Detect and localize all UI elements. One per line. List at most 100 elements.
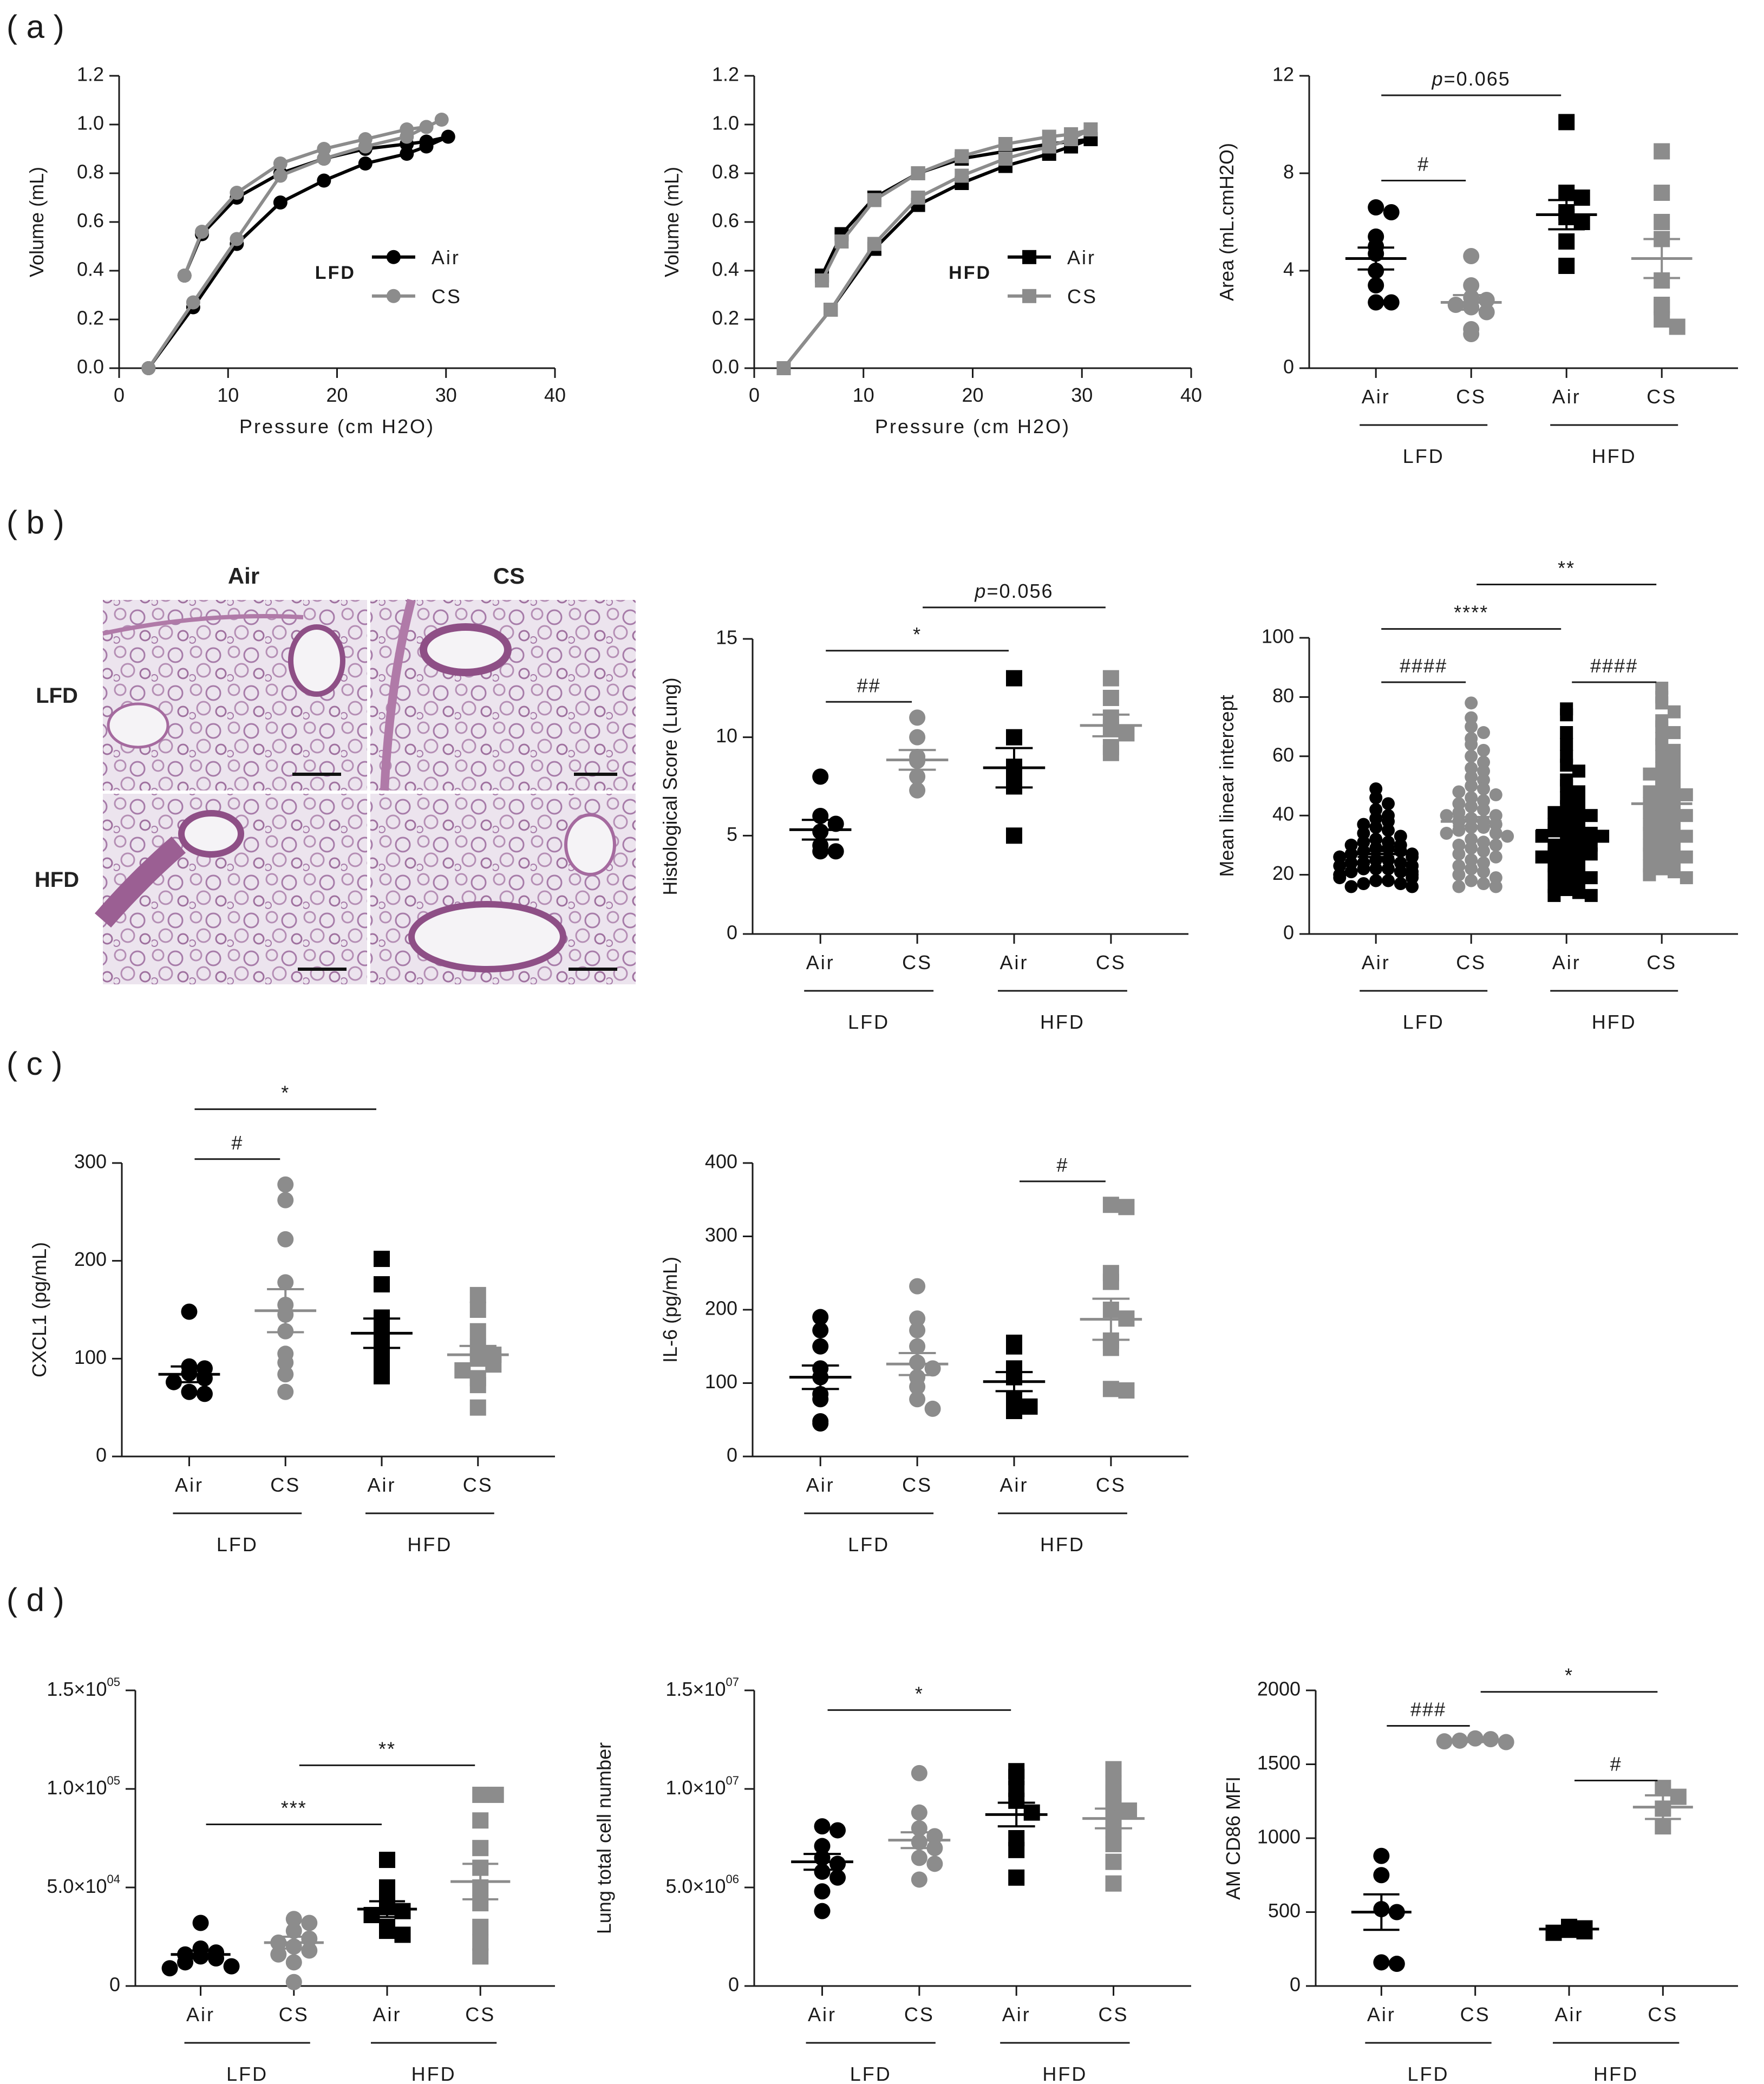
x-tick-label: CS xyxy=(904,2003,935,2026)
y-axis-title: IL-6 (pg/mL) xyxy=(659,1257,681,1363)
y-tick-label: 300 xyxy=(74,1151,107,1173)
data-point xyxy=(1368,294,1384,311)
data-point xyxy=(1369,821,1383,834)
data-point xyxy=(814,1818,831,1835)
data-point xyxy=(223,1958,240,1975)
data-point xyxy=(196,1370,213,1387)
data-point-cs xyxy=(434,113,449,127)
data-point xyxy=(472,1840,489,1857)
data-point xyxy=(1394,844,1407,858)
significance-label: # xyxy=(1056,1154,1068,1176)
y-tick-label: 100 xyxy=(705,1370,737,1393)
y-axis-title: Volume (mL) xyxy=(661,167,683,277)
data-point xyxy=(1655,761,1669,775)
y-tick-label: 0.8 xyxy=(77,161,104,183)
data-point-air xyxy=(441,129,455,144)
data-point xyxy=(1560,726,1573,740)
data-point xyxy=(469,1323,486,1340)
data-point-air xyxy=(317,173,331,188)
significance-label: * xyxy=(281,1082,290,1104)
significance-label: p=0.056 xyxy=(974,580,1053,602)
data-point xyxy=(1465,737,1478,751)
data-point xyxy=(374,1368,390,1384)
legend-label: Air xyxy=(1067,246,1096,269)
significance-label: ## xyxy=(857,674,881,696)
data-point xyxy=(1463,277,1480,293)
x-tick-label: 40 xyxy=(544,384,566,406)
data-point xyxy=(1465,761,1478,775)
panel-label-b: ( b ) xyxy=(6,504,64,540)
data-point xyxy=(1357,877,1370,891)
significance-label: # xyxy=(1610,1753,1622,1775)
legend-label: CS xyxy=(1067,285,1097,308)
data-point xyxy=(1344,880,1358,893)
data-point xyxy=(1357,818,1370,831)
data-point xyxy=(1388,1956,1405,1972)
data-point xyxy=(1465,874,1478,887)
data-point-cs xyxy=(177,269,192,283)
data-point-cs xyxy=(776,361,791,375)
group-label: HFD xyxy=(1040,1011,1085,1033)
data-point xyxy=(1654,214,1670,230)
data-point xyxy=(1477,755,1490,769)
data-point xyxy=(1560,841,1573,855)
data-point xyxy=(1680,871,1693,885)
data-point xyxy=(909,1278,926,1295)
group-label: LFD xyxy=(1407,2063,1449,2084)
data-point-cs xyxy=(1042,129,1056,144)
x-tick-label: Air xyxy=(175,1474,204,1496)
data-point xyxy=(1477,865,1490,879)
data-point-cs xyxy=(998,137,1013,151)
histology-col-label-cs: CS xyxy=(493,563,525,589)
data-point xyxy=(829,1822,846,1839)
data-point xyxy=(1655,1818,1671,1835)
significance-label: *** xyxy=(281,1797,307,1819)
data-point xyxy=(1643,847,1656,861)
group-label: LFD xyxy=(848,1533,890,1556)
x-tick-label: CS xyxy=(1096,1474,1126,1496)
data-point xyxy=(1596,829,1610,843)
data-point xyxy=(1406,850,1419,864)
data-point xyxy=(1643,785,1656,799)
y-tick-label: 15 xyxy=(716,626,737,649)
data-point xyxy=(1465,749,1478,763)
data-point xyxy=(1558,185,1575,201)
data-point xyxy=(1655,779,1669,793)
legend-label: Air xyxy=(432,246,460,269)
x-tick-label: CS xyxy=(1648,2003,1678,2026)
y-tick-label: 0 xyxy=(1290,1974,1301,1996)
y-tick-label: 1.0×1007 xyxy=(665,1774,739,1799)
data-point xyxy=(1465,862,1478,876)
data-point xyxy=(1477,773,1490,787)
x-tick-label: Air xyxy=(1367,2003,1396,2026)
data-point-cs xyxy=(273,168,288,183)
data-point xyxy=(911,1850,927,1866)
data-point xyxy=(1477,743,1490,757)
group-label: LFD xyxy=(226,2063,268,2084)
data-point xyxy=(1572,886,1585,899)
data-point xyxy=(1477,765,1490,778)
data-point xyxy=(829,1869,846,1886)
legend-title: LFD xyxy=(315,263,356,283)
data-point xyxy=(270,1946,287,1963)
data-point xyxy=(1643,827,1656,840)
data-point-cs xyxy=(419,120,434,134)
data-point xyxy=(812,843,829,860)
data-point xyxy=(469,1302,486,1318)
data-point xyxy=(1452,880,1466,893)
y-tick-label: 8 xyxy=(1283,161,1294,183)
x-tick-label: 10 xyxy=(217,384,239,406)
data-point xyxy=(1655,862,1669,876)
data-point xyxy=(1452,785,1466,799)
data-point xyxy=(1477,782,1490,795)
data-point xyxy=(909,782,926,799)
y-tick-label: 0.0 xyxy=(77,356,104,378)
data-point xyxy=(1489,827,1502,840)
data-point xyxy=(1382,824,1395,837)
data-point xyxy=(1465,821,1478,834)
data-point xyxy=(1394,865,1407,879)
data-point xyxy=(812,1391,829,1408)
data-point-cs xyxy=(358,132,373,146)
data-point-cs xyxy=(834,234,849,249)
